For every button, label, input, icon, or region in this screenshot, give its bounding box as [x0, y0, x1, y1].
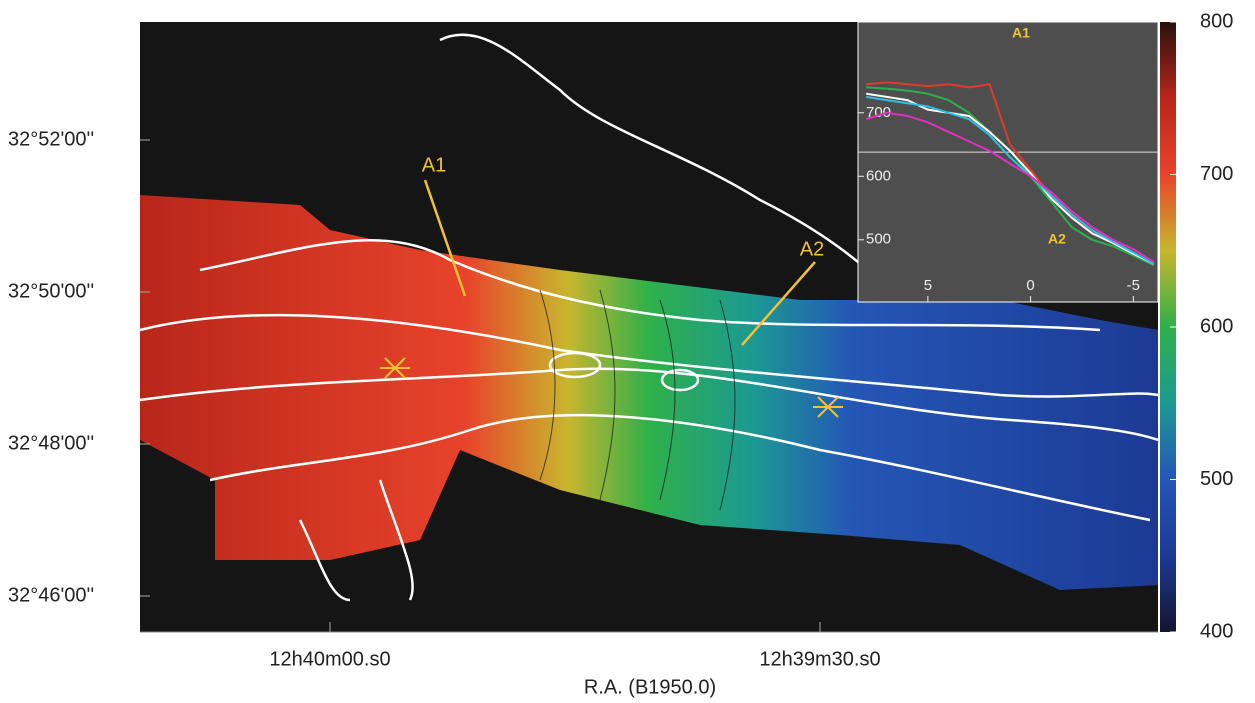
annotation: A1: [422, 154, 446, 176]
inset-x-tick-label: 5: [924, 277, 932, 294]
y-tick-label: 32°50'00'': [8, 280, 94, 302]
x-tick-label: 12h39m30.s0: [759, 648, 880, 670]
inset-annotation: A2: [1048, 231, 1066, 247]
colorbar-tick-label: 400: [1200, 620, 1233, 642]
annotation: A2: [800, 238, 824, 260]
y-tick-label: 32°48'00'': [8, 432, 94, 454]
inset-x-tick-label: 0: [1026, 277, 1034, 294]
y-tick-label: 32°52'00'': [8, 128, 94, 150]
page: {"chart_data": {"type": "velocity-map", …: [0, 0, 1255, 703]
inset-y-tick-label: 600: [866, 167, 891, 184]
x-tick-label: 12h40m00.s0: [269, 648, 390, 670]
colorbar-tick-label: 500: [1200, 468, 1233, 490]
inset-annotation: A1: [1012, 25, 1030, 41]
inset-x-tick-label: -5: [1127, 277, 1140, 294]
y-tick-label: 32°46'00'': [8, 584, 94, 606]
figure: 12h40m00.s0 12h39m30.s0 R.A. (B1950.0) 32°5…: [0, 0, 1255, 698]
colorbar-tick-label: 700: [1200, 163, 1233, 185]
colorbar-tick-label: 600: [1200, 315, 1233, 337]
inset-y-tick-label: 500: [866, 231, 891, 248]
x-axis-label: R.A. (B1950.0): [584, 676, 716, 698]
colorbar-tick-label: 800: [1200, 10, 1233, 32]
